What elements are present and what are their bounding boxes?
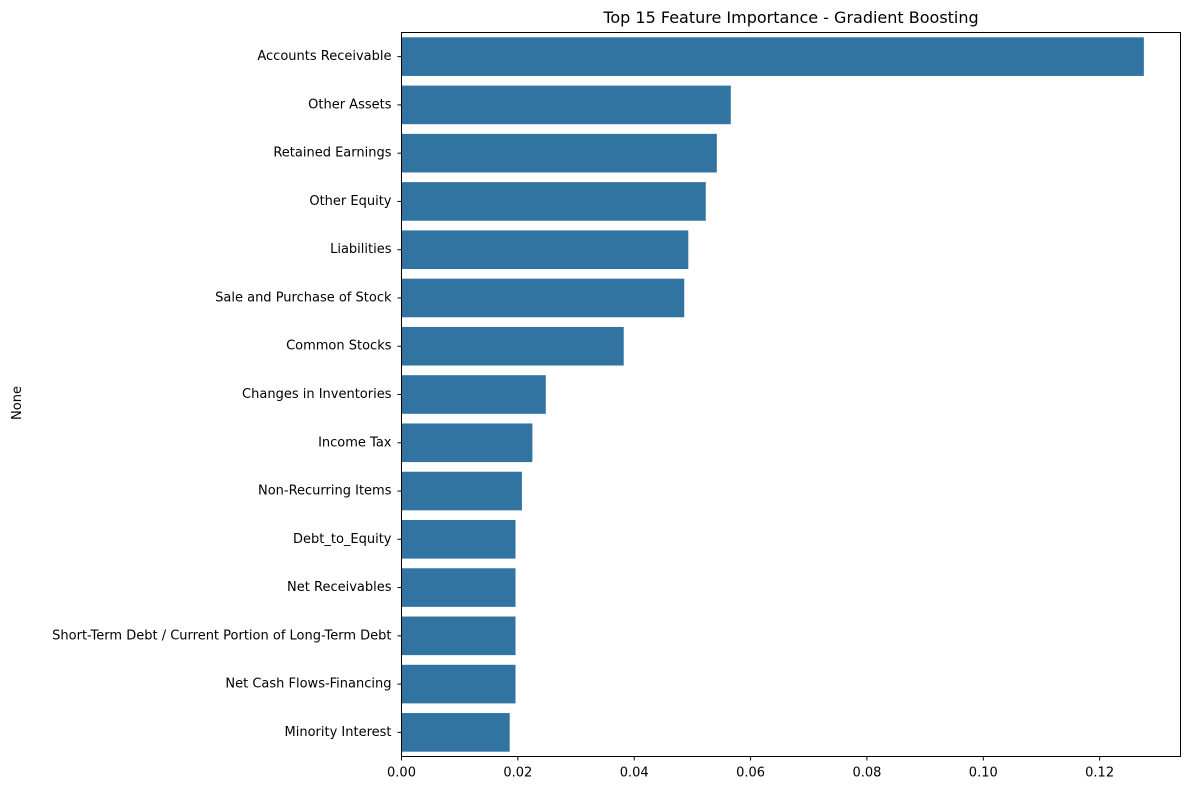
bar-4 [401,182,706,221]
y-ticks-group: Accounts Receivable Other Assets Retained … [52,49,402,740]
y-tick-label: Retained Earnings [273,146,391,161]
bar-11 [401,519,516,559]
plot-frame [401,32,1181,757]
y-tick-label: Accounts Receivable [257,49,391,64]
y-tick-label: Income Tax [318,435,392,450]
x-tick-label: 0.02 [503,766,532,781]
y-tick-label: Short-Term Debt / Current Portion of Lon… [52,628,391,643]
y-tick-label: Other Assets [308,97,392,112]
y-tick-label: Common Stocks [286,339,392,354]
bar-12 [401,568,516,607]
y-tick-label: Liabilities [330,242,392,257]
x-tick-label: 0.08 [852,766,881,781]
x-tick-label: 0.10 [969,766,998,781]
x-tick-label: 0.00 [387,766,416,781]
bar-15 [401,713,510,752]
bar-3 [401,133,717,173]
y-tick-label: Net Receivables [287,580,392,595]
x-tick-label: 0.12 [1085,766,1114,781]
bar-5 [401,230,689,270]
x-tick-label: 0.06 [736,766,765,781]
y-tick-label: Sale and Purchase of Stock [215,290,392,305]
bar-1 [401,37,1144,76]
y-tick-label: Net Cash Flows-Financing [225,677,391,692]
bar-13 [401,616,516,656]
y-tick-label: Minority Interest [285,725,392,740]
x-tick-label: 0.04 [620,766,649,781]
bar-9 [401,423,533,463]
x-ticks-group: 0.00 0.02 0.04 0.06 0.08 0.10 0.12 [387,756,1114,781]
y-tick-label: Debt_to_Equity [293,532,392,547]
y-axis-label: None [10,386,25,420]
y-tick-label: Changes in Inventories [242,387,392,402]
bar-7 [401,326,624,366]
bar-8 [401,375,546,414]
bars-group [401,37,1144,752]
y-tick-label: Non-Recurring Items [258,484,392,499]
y-tick-label: Other Equity [309,194,391,209]
bar-10 [401,471,522,511]
bar-2 [401,85,731,125]
bar-6 [401,278,685,318]
chart-title: Top 15 Feature Importance - Gradient Boo… [602,8,978,27]
bar-14 [401,664,516,704]
